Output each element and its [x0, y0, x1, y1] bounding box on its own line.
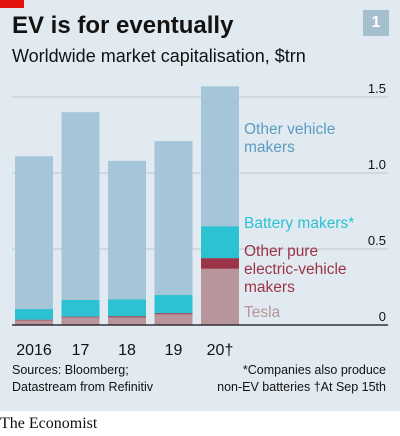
bar-segment-other-pure-electric-vehicle-makers [154, 313, 193, 315]
y-tick-label: 1.0 [368, 157, 386, 172]
bar-segment-other-pure-electric-vehicle-makers [108, 316, 146, 318]
economist-brand: The Economist [0, 415, 98, 432]
bar-segment-tesla [154, 314, 193, 325]
x-tick-label: 19 [165, 342, 183, 359]
x-tick-label: 2016 [16, 342, 52, 359]
sources-line-1: Sources: Bloomberg; [12, 363, 129, 377]
bar-segment-other-vehicle-makers [201, 86, 239, 227]
footnote: *Companies also produce non-EV batteries… [217, 362, 386, 396]
sources-line-2: Datastream from Refinitiv [12, 380, 154, 394]
bar-segment-other-vehicle-makers [15, 156, 53, 310]
bar-segment-other-pure-electric-vehicle-makers [201, 258, 239, 269]
x-tick-label: 18 [118, 342, 136, 359]
bar-segment-battery-makers [61, 299, 100, 317]
series-label-tesla: Tesla [244, 304, 281, 321]
bar-segment-other-pure-electric-vehicle-makers [61, 316, 100, 318]
bar-segment-other-vehicle-makers [154, 141, 193, 295]
bar-segment-battery-makers [201, 226, 239, 259]
chart-card: EV is for eventually Worldwide market ca… [0, 0, 400, 411]
x-tick-label: 17 [72, 342, 90, 359]
bar-segment-tesla [15, 320, 53, 325]
series-label-other-pure-electric-vehicle-makers: electric-vehicle [244, 261, 347, 278]
bar-segment-tesla [108, 317, 146, 325]
bar-segment-tesla [201, 268, 239, 325]
bar-segment-other-vehicle-makers [108, 160, 146, 300]
bar-segment-battery-makers [15, 309, 53, 320]
bar-segment-battery-makers [108, 299, 146, 317]
series-label-battery-makers: Battery makers* [244, 215, 354, 232]
x-tick-label: 20† [207, 342, 234, 359]
bar-segment-other-vehicle-makers [61, 112, 100, 300]
series-label-other-pure-electric-vehicle-makers: makers [244, 279, 295, 296]
y-tick-label: 0 [379, 309, 386, 324]
brand-tag [0, 0, 24, 8]
chart-title: EV is for eventually [12, 12, 234, 39]
footnote-line-1: *Companies also produce [242, 363, 386, 377]
series-label-other-vehicle-makers: Other vehicle [244, 121, 335, 138]
chart-subtitle: Worldwide market capitalisation, $trn [12, 46, 306, 66]
series-label-other-vehicle-makers: makers [244, 139, 295, 156]
y-tick-label: 1.5 [368, 81, 386, 96]
series-label-other-pure-electric-vehicle-makers: Other pure [244, 243, 318, 260]
bar-segment-other-pure-electric-vehicle-makers [15, 319, 53, 321]
bar-segment-tesla [61, 317, 100, 325]
sources-note: Sources: Bloomberg; Datastream from Refi… [12, 362, 153, 396]
y-tick-label: 0.5 [368, 233, 386, 248]
footnote-line-2: non-EV batteries †At Sep 15th [217, 380, 386, 394]
bar-segment-battery-makers [154, 294, 193, 314]
chart-number-badge: 1 [363, 10, 389, 36]
